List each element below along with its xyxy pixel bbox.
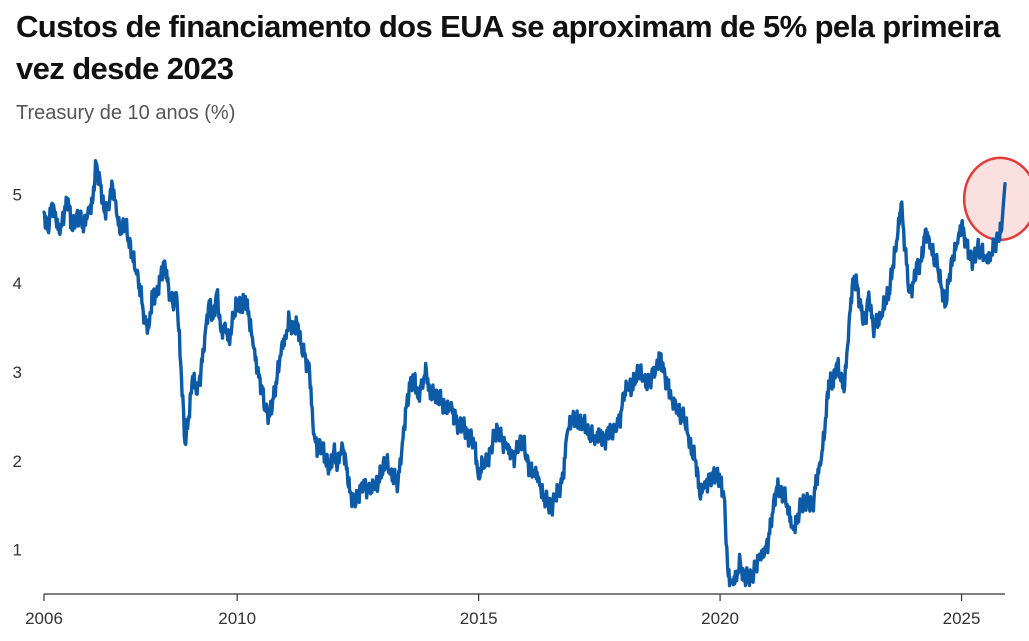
y-axis: 1 2 3 4 5 [13,185,22,559]
y-tick-label: 1 [13,541,22,560]
y-tick-label: 3 [13,363,22,382]
x-tick-label: 2025 [943,609,981,628]
series-layer [42,159,1007,588]
chart-subtitle: Treasury de 10 anos (%) [16,102,236,124]
y-tick-label: 5 [13,185,22,204]
highlight-circle [962,156,1029,242]
x-axis: 2006 2010 2015 2020 2025 [25,593,1005,628]
chart-title: Custos de financiamento dos EUA se aprox… [16,9,1000,86]
y-tick-label: 2 [13,452,22,471]
x-tick-label: 2010 [218,609,256,628]
series-line [42,159,1007,588]
x-tick-label: 2006 [25,609,63,628]
x-tick-label: 2015 [460,609,498,628]
y-tick-label: 4 [13,274,22,293]
highlight-layer [962,156,1029,242]
x-tick-label: 2020 [701,609,739,628]
